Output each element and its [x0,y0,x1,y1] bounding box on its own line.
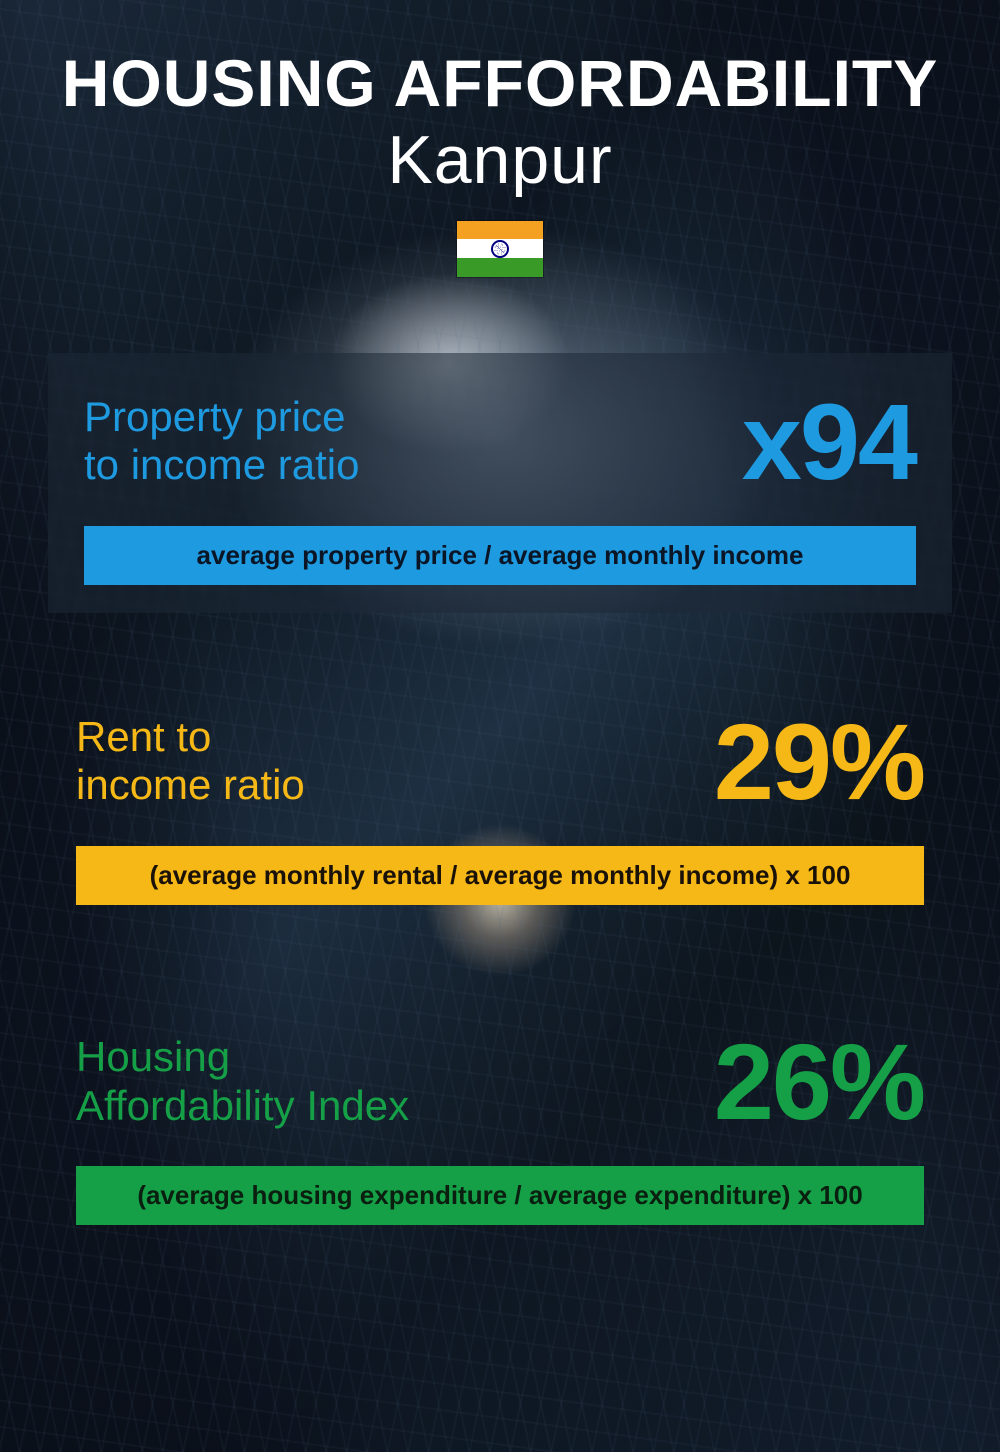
metric-value-rent: 29% [714,713,924,810]
metric-label-hai: Housing Affordability Index [76,1033,409,1130]
content-container: HOUSING AFFORDABILITY Kanpur Property pr… [0,0,1000,1452]
india-flag-icon [456,220,544,278]
label-line: Housing [76,1033,230,1080]
metric-label-rent: Rent to income ratio [76,713,305,810]
formula-bar-property: average property price / average monthly… [84,526,916,585]
label-line: Property price [84,393,345,440]
metric-value-hai: 26% [714,1033,924,1130]
flag-chakra-icon [491,240,509,258]
main-title: HOUSING AFFORDABILITY [48,50,952,116]
formula-bar-hai: (average housing expenditure / average e… [76,1166,924,1225]
label-line: Rent to [76,713,211,760]
metric-card-rent: Rent to income ratio 29% (average monthl… [48,673,952,933]
label-line: income ratio [76,761,305,808]
metric-row: Property price to income ratio x94 [84,393,916,490]
metric-card-hai: Housing Affordability Index 26% (average… [48,993,952,1253]
formula-bar-rent: (average monthly rental / average monthl… [76,846,924,905]
label-line: to income ratio [84,441,359,488]
metric-card-property-price: Property price to income ratio x94 avera… [48,353,952,613]
label-line: Affordability Index [76,1082,409,1129]
metric-value-property: x94 [742,393,916,490]
metric-row: Housing Affordability Index 26% [76,1033,924,1130]
metric-label-property: Property price to income ratio [84,393,359,490]
flag-green-stripe [457,258,543,277]
metric-row: Rent to income ratio 29% [76,713,924,810]
flag-saffron-stripe [457,221,543,240]
header: HOUSING AFFORDABILITY Kanpur [48,50,952,283]
city-name: Kanpur [48,120,952,202]
